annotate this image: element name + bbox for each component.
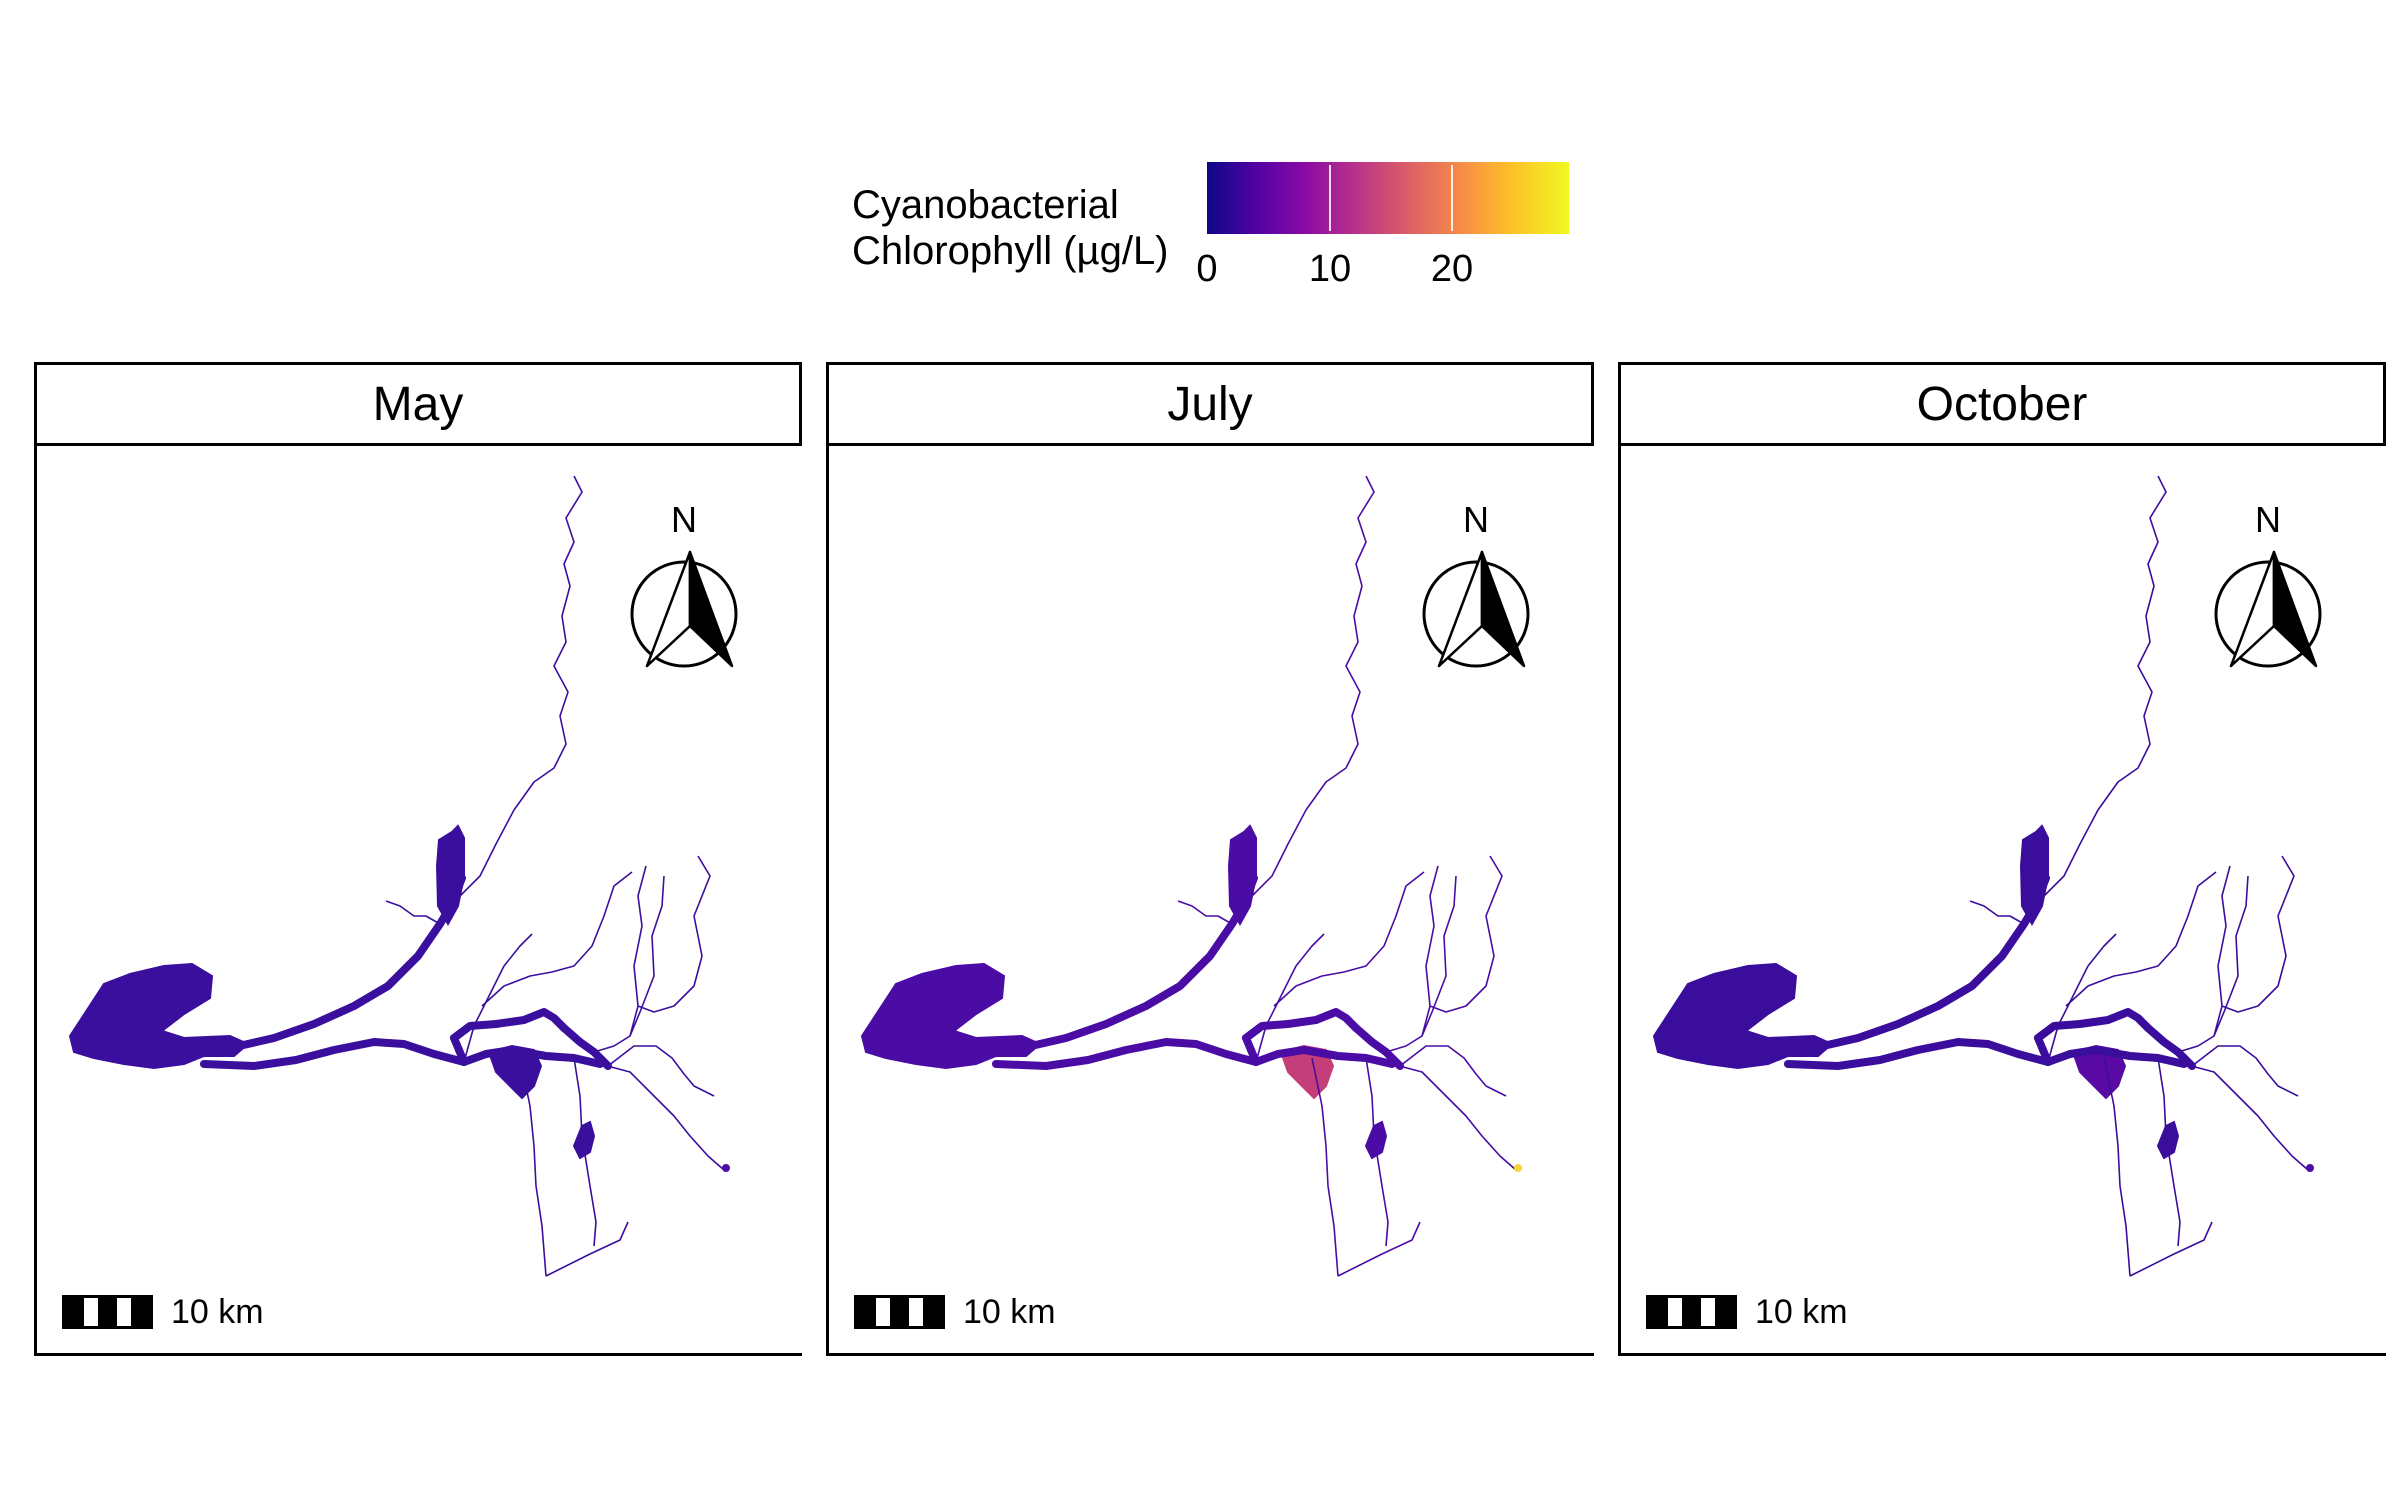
tributary-channel: [2157, 1057, 2181, 1247]
north-label: N: [1463, 499, 1489, 540]
tributary-channel: [481, 871, 633, 1007]
legend-tick-label: 10: [1308, 248, 1352, 290]
panel-title-strip: July: [826, 362, 1594, 446]
map-panel-october: October N 10 km: [1618, 362, 2386, 1356]
tributary-channel: [2035, 475, 2167, 905]
map-frame: [1618, 446, 2386, 1356]
map-frame: [34, 446, 802, 1356]
tributary-channel: [1273, 871, 1425, 1007]
scale-bar-graphic: [1646, 1295, 1737, 1329]
tributary-channel: [2177, 865, 2231, 1053]
tributary-channel: [1311, 1057, 1339, 1277]
tributary-channel: [519, 1057, 547, 1277]
river-channel: [450, 1008, 612, 1070]
legend-title: Cyanobacterial Chlorophyll (µg/L): [852, 182, 1169, 274]
legend-tick-label: 0: [1196, 248, 1218, 290]
tributary-channel: [2103, 1057, 2131, 1277]
tributary-channel: [2213, 875, 2249, 1037]
north-arrow-right-half: [2272, 550, 2318, 668]
tributary-channel: [2221, 855, 2295, 1013]
tributary-channel: [2191, 1045, 2299, 1097]
tributary-channel: [1243, 475, 1375, 905]
river-channel: [1784, 1038, 2052, 1070]
river-channel: [992, 1038, 1260, 1070]
river-delta-map: N: [860, 475, 1530, 1277]
scale-bar-graphic: [854, 1295, 945, 1329]
map-frame: [826, 446, 1594, 1356]
tributary-channel: [1385, 865, 1439, 1053]
channel-tip-sample: [2306, 1164, 2314, 1172]
tributary-channel: [545, 1221, 629, 1277]
tributary-channel: [1429, 855, 1503, 1013]
panel-title: May: [372, 377, 464, 431]
tributary-channel: [629, 875, 665, 1037]
river-delta-map: N: [1652, 475, 2322, 1277]
panel-title-strip: October: [1618, 362, 2386, 446]
map-panel-july: July N 10 km: [826, 362, 1594, 1356]
tributary-channel: [1969, 900, 2025, 925]
west-bay: [68, 962, 250, 1070]
tributary-channel: [385, 900, 441, 925]
north-label: N: [2255, 499, 2281, 540]
tributary-channel: [2047, 933, 2117, 1063]
west-bay: [860, 962, 1042, 1070]
scale-bar-label: 10 km: [171, 1292, 264, 1331]
channel-tip-sample: [1514, 1164, 1522, 1172]
tributary-channel: [463, 933, 533, 1063]
north-label: N: [671, 499, 697, 540]
map-panel-may: May N 10 km: [34, 362, 802, 1356]
river-channel: [200, 1038, 468, 1070]
legend-tick-mark: [1451, 165, 1453, 231]
north-arrow-right-half: [1480, 550, 1526, 668]
north-arrow-right-half: [688, 550, 734, 668]
river-channel: [460, 1046, 604, 1068]
panel-title-strip: May: [34, 362, 802, 446]
north-arrow-icon: N: [630, 499, 738, 668]
tributary-channel: [593, 865, 647, 1053]
tributary-channel: [1255, 933, 1325, 1063]
river-channel: [1242, 1008, 1404, 1070]
legend-title-line1: Cyanobacterial: [852, 183, 1119, 227]
north-arrow-icon: N: [1422, 499, 1530, 668]
scale-bar-label: 10 km: [963, 1292, 1056, 1331]
tributary-channel: [1421, 875, 1457, 1037]
river-channel: [235, 874, 466, 1050]
legend-tick-label: 20: [1430, 248, 1474, 290]
scale-bar-graphic: [62, 1295, 153, 1329]
panel-title: October: [1916, 377, 2088, 431]
tributary-channel: [1177, 900, 1233, 925]
tributary-channel: [1399, 1045, 1507, 1097]
tributary-channel: [2065, 871, 2217, 1007]
river-channel: [1252, 1046, 1396, 1068]
tributary-channel: [599, 1063, 725, 1171]
legend-title-line2: Chlorophyll (µg/L): [852, 229, 1169, 273]
river-delta-map: N: [68, 475, 738, 1277]
legend-tick-mark: [1329, 165, 1331, 231]
colorbar-legend: Cyanobacterial Chlorophyll (µg/L) 0 10 2…: [0, 0, 2400, 320]
scale-bar-label: 10 km: [1755, 1292, 1848, 1331]
tributary-channel: [1365, 1057, 1389, 1247]
scale-bar: 10 km: [62, 1292, 264, 1331]
tributary-channel: [607, 1045, 715, 1097]
tributary-channel: [2129, 1221, 2213, 1277]
legend-color-bar: [1207, 162, 1569, 234]
river-channel: [2044, 1046, 2188, 1068]
panel-title: July: [1167, 377, 1253, 431]
tributary-channel: [2183, 1063, 2309, 1171]
north-arrow-icon: N: [2214, 499, 2322, 668]
tributary-channel: [1337, 1221, 1421, 1277]
west-bay: [1652, 962, 1834, 1070]
scale-bar: 10 km: [854, 1292, 1056, 1331]
tributary-channel: [1391, 1063, 1517, 1171]
scale-bar: 10 km: [1646, 1292, 1848, 1331]
tributary-channel: [451, 475, 583, 905]
river-channel: [1819, 874, 2050, 1050]
river-channel: [2034, 1008, 2196, 1070]
tributary-channel: [637, 855, 711, 1013]
tributary-channel: [573, 1057, 597, 1247]
channel-tip-sample: [722, 1164, 730, 1172]
river-channel: [1027, 874, 1258, 1050]
